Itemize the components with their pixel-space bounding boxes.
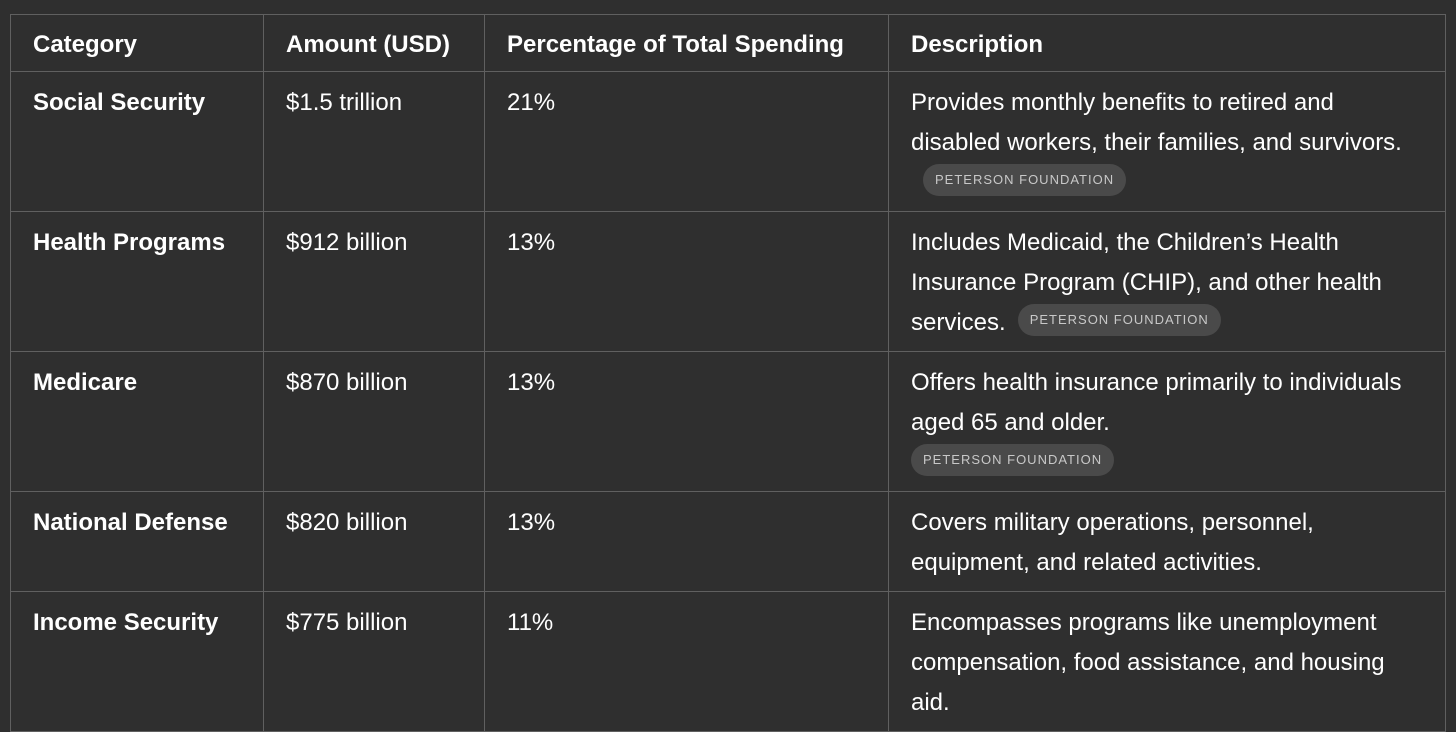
- source-badge[interactable]: PETERSON FOUNDATION: [1017, 304, 1221, 336]
- cell-percentage: 13%: [484, 211, 889, 352]
- cell-amount: $820 billion: [263, 491, 485, 592]
- header-category: Category: [10, 14, 264, 72]
- cell-category: Medicare: [10, 351, 264, 492]
- cell-description: Offers health insurance primarily to ind…: [888, 351, 1446, 492]
- cell-percentage: 13%: [484, 351, 889, 492]
- spending-table: Category Amount (USD) Percentage of Tota…: [10, 14, 1446, 732]
- table-header-row: Category Amount (USD) Percentage of Tota…: [10, 14, 1446, 72]
- description-text: Includes Medicaid, the Children’s Health…: [911, 229, 1382, 336]
- header-amount: Amount (USD): [263, 14, 485, 72]
- cell-description: Includes Medicaid, the Children’s Health…: [888, 211, 1446, 352]
- table-row: Income Security $775 billion 11% Encompa…: [10, 591, 1446, 732]
- table-row: National Defense $820 billion 13% Covers…: [10, 491, 1446, 592]
- cell-percentage: 11%: [484, 591, 889, 732]
- cell-amount: $870 billion: [263, 351, 485, 492]
- cell-category: Health Programs: [10, 211, 264, 352]
- cell-amount: $1.5 trillion: [263, 71, 485, 212]
- description-text: Encompasses programs like unemployment c…: [911, 609, 1385, 716]
- description-text: Offers health insurance primarily to ind…: [911, 369, 1402, 436]
- cell-category: Income Security: [10, 591, 264, 732]
- table-row: Health Programs $912 billion 13% Include…: [10, 211, 1446, 352]
- description-text: Covers military operations, personnel, e…: [911, 509, 1314, 576]
- description-text: Provides monthly benefits to retired and…: [911, 89, 1402, 156]
- cell-description: Encompasses programs like unemployment c…: [888, 591, 1446, 732]
- cell-amount: $912 billion: [263, 211, 485, 352]
- cell-category: Social Security: [10, 71, 264, 212]
- header-percentage: Percentage of Total Spending: [484, 14, 889, 72]
- cell-percentage: 13%: [484, 491, 889, 592]
- table-row: Social Security $1.5 trillion 21% Provid…: [10, 71, 1446, 212]
- source-badge[interactable]: PETERSON FOUNDATION: [911, 444, 1115, 476]
- cell-description: Provides monthly benefits to retired and…: [888, 71, 1446, 212]
- cell-category: National Defense: [10, 491, 264, 592]
- spending-table-container: Category Amount (USD) Percentage of Tota…: [10, 14, 1446, 732]
- source-badge[interactable]: PETERSON FOUNDATION: [923, 164, 1127, 196]
- table-row: Medicare $870 billion 13% Offers health …: [10, 351, 1446, 492]
- cell-amount: $775 billion: [263, 591, 485, 732]
- cell-description: Covers military operations, personnel, e…: [888, 491, 1446, 592]
- header-description: Description: [888, 14, 1446, 72]
- cell-percentage: 21%: [484, 71, 889, 212]
